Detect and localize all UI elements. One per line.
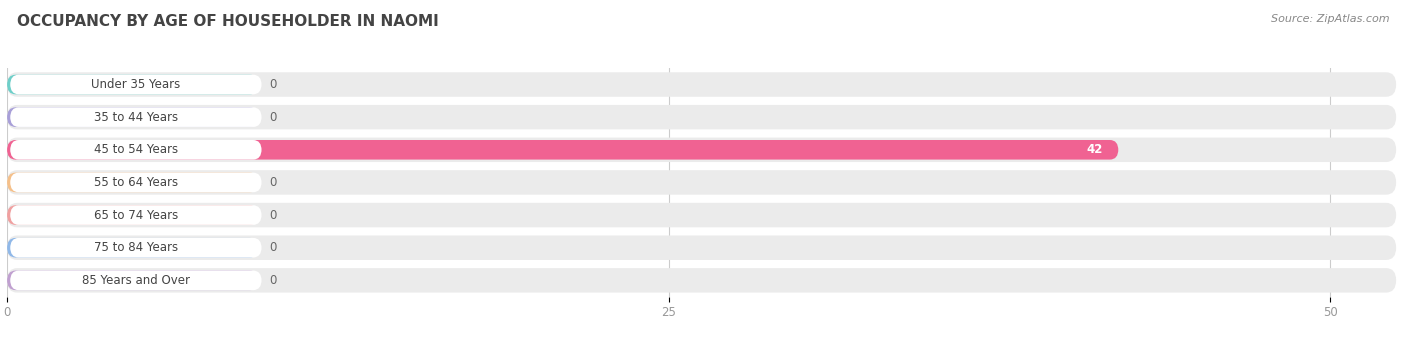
Text: Source: ZipAtlas.com: Source: ZipAtlas.com: [1271, 14, 1389, 24]
FancyBboxPatch shape: [10, 205, 262, 225]
FancyBboxPatch shape: [7, 270, 259, 290]
Text: 0: 0: [269, 176, 277, 189]
Text: OCCUPANCY BY AGE OF HOUSEHOLDER IN NAOMI: OCCUPANCY BY AGE OF HOUSEHOLDER IN NAOMI: [17, 14, 439, 29]
Text: 42: 42: [1085, 143, 1102, 156]
FancyBboxPatch shape: [10, 75, 262, 94]
FancyBboxPatch shape: [7, 140, 1118, 160]
Text: 0: 0: [269, 78, 277, 91]
Text: 0: 0: [269, 209, 277, 222]
Text: 45 to 54 Years: 45 to 54 Years: [94, 143, 179, 156]
FancyBboxPatch shape: [10, 173, 262, 192]
FancyBboxPatch shape: [7, 236, 1396, 260]
Text: 0: 0: [269, 111, 277, 124]
FancyBboxPatch shape: [7, 137, 1396, 162]
FancyBboxPatch shape: [7, 205, 259, 225]
FancyBboxPatch shape: [10, 140, 262, 160]
FancyBboxPatch shape: [7, 203, 1396, 227]
FancyBboxPatch shape: [10, 270, 262, 290]
FancyBboxPatch shape: [7, 107, 259, 127]
Text: 75 to 84 Years: 75 to 84 Years: [94, 241, 179, 254]
FancyBboxPatch shape: [7, 173, 259, 192]
FancyBboxPatch shape: [7, 238, 259, 257]
FancyBboxPatch shape: [7, 105, 1396, 129]
Text: 65 to 74 Years: 65 to 74 Years: [94, 209, 179, 222]
Text: 0: 0: [269, 274, 277, 287]
FancyBboxPatch shape: [7, 170, 1396, 195]
Text: 35 to 44 Years: 35 to 44 Years: [94, 111, 179, 124]
FancyBboxPatch shape: [10, 238, 262, 257]
Text: 55 to 64 Years: 55 to 64 Years: [94, 176, 179, 189]
Text: Under 35 Years: Under 35 Years: [91, 78, 180, 91]
FancyBboxPatch shape: [7, 268, 1396, 293]
FancyBboxPatch shape: [10, 107, 262, 127]
FancyBboxPatch shape: [7, 72, 1396, 97]
Text: 85 Years and Over: 85 Years and Over: [82, 274, 190, 287]
FancyBboxPatch shape: [7, 75, 259, 94]
Text: 0: 0: [269, 241, 277, 254]
